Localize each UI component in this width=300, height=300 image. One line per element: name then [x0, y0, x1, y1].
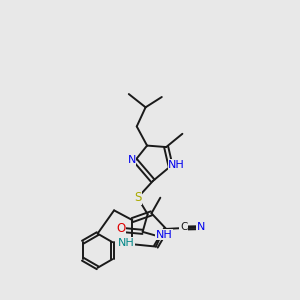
Text: N: N [196, 222, 205, 232]
Text: NH: NH [168, 160, 185, 170]
Text: NH: NH [155, 230, 172, 239]
Text: NH: NH [118, 238, 134, 248]
Text: C: C [180, 222, 187, 232]
Text: N: N [128, 155, 136, 165]
Text: O: O [116, 222, 126, 236]
Text: S: S [134, 191, 141, 204]
